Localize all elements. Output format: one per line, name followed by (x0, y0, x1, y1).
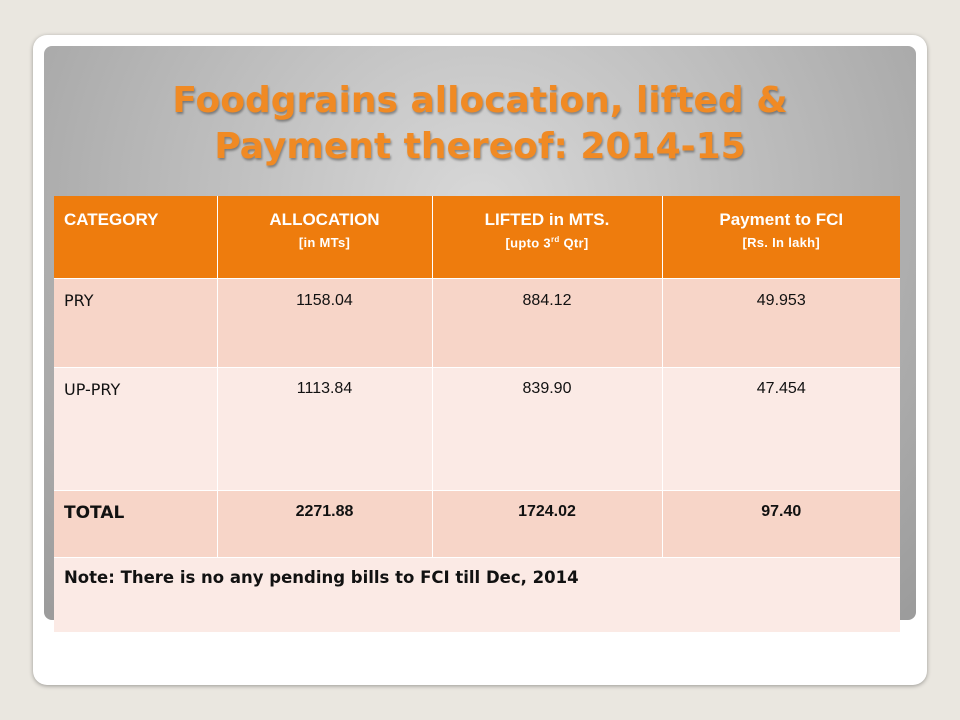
foodgrains-table: CATEGORY ALLOCATION [in MTs] LIFTED in M… (54, 196, 900, 632)
cell-lifted: 884.12 (431, 277, 662, 367)
cell-payment: 97.40 (661, 489, 900, 557)
header-category: CATEGORY (54, 196, 217, 278)
table-row-total: TOTAL 2271.88 1724.02 97.40 (54, 489, 900, 557)
table-note-row: Note: There is no any pending bills to F… (54, 556, 900, 632)
note-cell: Note: There is no any pending bills to F… (54, 556, 900, 632)
header-payment: Payment to FCI [Rs. In lakh] (661, 196, 900, 278)
cell-lifted: 839.90 (431, 366, 662, 490)
cell-allocation: 1113.84 (216, 366, 432, 490)
cell-payment: 47.454 (661, 366, 900, 490)
cell-category: PRY (54, 277, 217, 367)
header-lifted: LIFTED in MTS. [upto 3rd Qtr] (431, 196, 662, 278)
title-line-2: Payment thereof: 2014-15 (214, 126, 746, 167)
table-row-up-pry: UP-PRY 1113.84 839.90 47.454 (54, 366, 900, 490)
cell-category: TOTAL (54, 489, 217, 557)
header-allocation: ALLOCATION [in MTs] (216, 196, 432, 278)
table-row-pry: PRY 1158.04 884.12 49.953 (54, 277, 900, 367)
cell-category: UP-PRY (54, 366, 217, 490)
table-header-row: CATEGORY ALLOCATION [in MTs] LIFTED in M… (54, 196, 900, 278)
cell-allocation: 1158.04 (216, 277, 432, 367)
cell-allocation: 2271.88 (216, 489, 432, 557)
slide-title: Foodgrains allocation, lifted & Payment … (44, 78, 916, 170)
cell-payment: 49.953 (661, 277, 900, 367)
header-lifted-sub: [upto 3rd Qtr] (505, 235, 589, 251)
title-line-1: Foodgrains allocation, lifted & (172, 80, 788, 121)
cell-lifted: 1724.02 (431, 489, 662, 557)
note-text: Note: There is no any pending bills to F… (64, 567, 579, 587)
